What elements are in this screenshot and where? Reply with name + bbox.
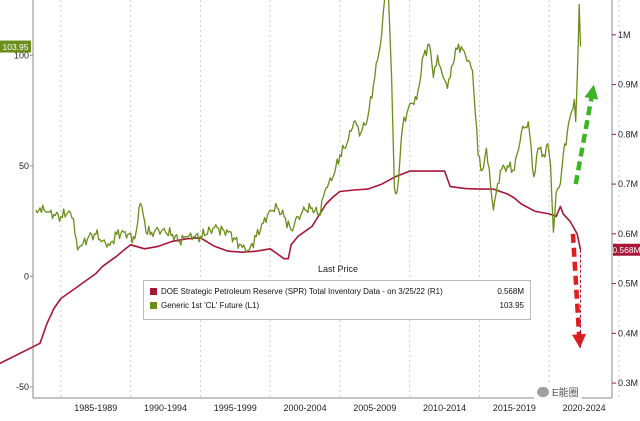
- x-tick-label: 1995-1999: [214, 403, 257, 413]
- legend-value-spr: 0.568M: [497, 287, 524, 296]
- left-tick-label: -50: [16, 382, 29, 392]
- right-tick-label: 0.9M: [618, 80, 638, 90]
- left-tick-label: 0: [24, 271, 29, 281]
- right-tick-label: 0.8M: [618, 129, 638, 139]
- legend-value-cl: 103.95: [499, 301, 524, 310]
- x-tick-label: 2005-2009: [353, 403, 396, 413]
- x-tick-label: 2010-2014: [423, 403, 466, 413]
- right-tick-label: 0.7M: [618, 179, 638, 189]
- legend-label-spr: DOE Strategic Petroleum Reserve (SPR) To…: [161, 287, 443, 296]
- trend-arrow-head-1: [572, 333, 587, 349]
- left-tick-label: 50: [19, 161, 29, 171]
- legend-entry-cl: Generic 1st 'CL' Future (L1) 103.95: [150, 300, 524, 311]
- x-tick-label: 2000-2004: [284, 403, 327, 413]
- spr-last-value-text: 0.568M: [612, 245, 640, 255]
- x-tick-label: 1985-1989: [74, 403, 117, 413]
- x-tick-label: 1990-1994: [144, 403, 187, 413]
- legend: Last Price DOE Strategic Petroleum Reser…: [143, 264, 531, 320]
- legend-title: Last Price: [317, 264, 359, 274]
- wechat-icon: [537, 387, 549, 397]
- spr-last-value-tag: [613, 243, 640, 256]
- watermark-text: E能圈: [552, 388, 579, 399]
- series-line-cl: [35, 0, 582, 253]
- right-tick-label: 0.6M: [618, 229, 638, 239]
- legend-entry-spr: DOE Strategic Petroleum Reserve (SPR) To…: [150, 286, 524, 297]
- right-tick-label: 0.3M: [618, 378, 638, 388]
- left-tick-label: 100: [14, 50, 29, 60]
- right-tick-label: 0.5M: [618, 279, 638, 289]
- legend-label-cl: Generic 1st 'CL' Future (L1): [161, 301, 260, 310]
- x-tick-label: 2015-2019: [493, 403, 536, 413]
- x-tick-label: 2020-2024: [563, 403, 606, 413]
- trend-arrow-head-0: [584, 84, 599, 100]
- trend-arrow-shaft-0: [573, 94, 595, 185]
- series-line-spr: [0, 170, 582, 365]
- trend-arrow-shaft-1: [570, 233, 582, 339]
- right-tick-label: 1M: [618, 30, 631, 40]
- cl-last-value-text: 103.95: [3, 42, 29, 52]
- legend-swatch-cl: [150, 302, 157, 309]
- cl-last-value-tag: [0, 40, 31, 53]
- legend-swatch-spr: [150, 288, 157, 295]
- right-tick-label: 0.4M: [618, 328, 638, 338]
- watermark: E能圈: [534, 383, 582, 400]
